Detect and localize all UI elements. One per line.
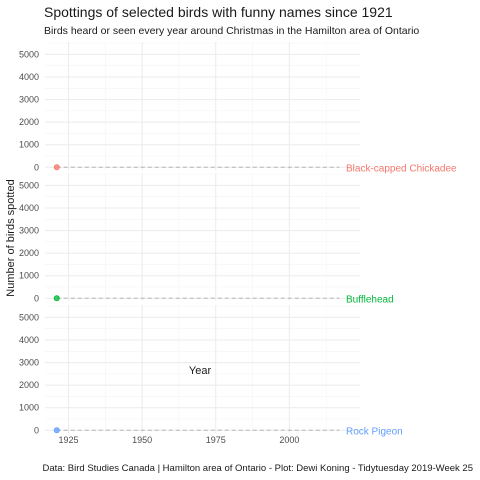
y-tick-label: 1000 (19, 403, 39, 413)
series-label: Rock Pigeon (346, 426, 403, 437)
y-tick-label: 1000 (19, 271, 39, 281)
y-tick-label: 4000 (19, 203, 39, 213)
data-point (53, 427, 60, 434)
y-axis-label: Number of birds spotted (5, 179, 17, 296)
y-tick-label: 3000 (19, 226, 39, 236)
y-tick-label: 4000 (19, 335, 39, 345)
y-tick-label: 0 (34, 162, 39, 172)
y-tick-label: 3000 (19, 358, 39, 368)
x-axis-label: Year (189, 365, 212, 377)
y-tick-label: 5000 (19, 49, 39, 59)
chart-subtitle: Birds heard or seen every year around Ch… (44, 25, 419, 37)
data-point (53, 295, 60, 302)
x-tick-label: 1975 (206, 435, 226, 445)
chart-title: Spottings of selected birds with funny n… (44, 4, 393, 20)
series-label: Black-capped Chickadee (346, 163, 457, 174)
y-tick-label: 5000 (19, 180, 39, 190)
x-tick-label: 1950 (132, 435, 152, 445)
y-tick-label: 1000 (19, 140, 39, 150)
x-tick-label: 1925 (59, 435, 79, 445)
facet-panels: 0 1000 2000 3000 4000 5000 Black-capped Chicka… (19, 42, 457, 445)
y-tick-label: 3000 (19, 95, 39, 105)
y-tick-label: 2000 (19, 380, 39, 390)
facet-panel: 0 1000 2000 3000 4000 5000 Rock Pigeon (19, 305, 403, 437)
chart-caption: Data: Bird Studies Canada | Hamilton are… (42, 463, 473, 474)
y-tick-label: 2000 (19, 248, 39, 258)
facet-panel: 0 1000 2000 3000 4000 5000 Bufflehead (19, 173, 394, 305)
y-tick-label: 4000 (19, 72, 39, 82)
facet-panel: 0 1000 2000 3000 4000 5000 Black-capped Chicka… (19, 42, 457, 174)
y-tick-label: 0 (34, 425, 39, 435)
y-tick-label: 5000 (19, 312, 39, 322)
x-tick-label: 2000 (279, 435, 299, 445)
y-tick-label: 0 (34, 293, 39, 303)
data-point (53, 164, 60, 171)
y-tick-label: 2000 (19, 117, 39, 127)
series-label: Bufflehead (346, 294, 394, 305)
